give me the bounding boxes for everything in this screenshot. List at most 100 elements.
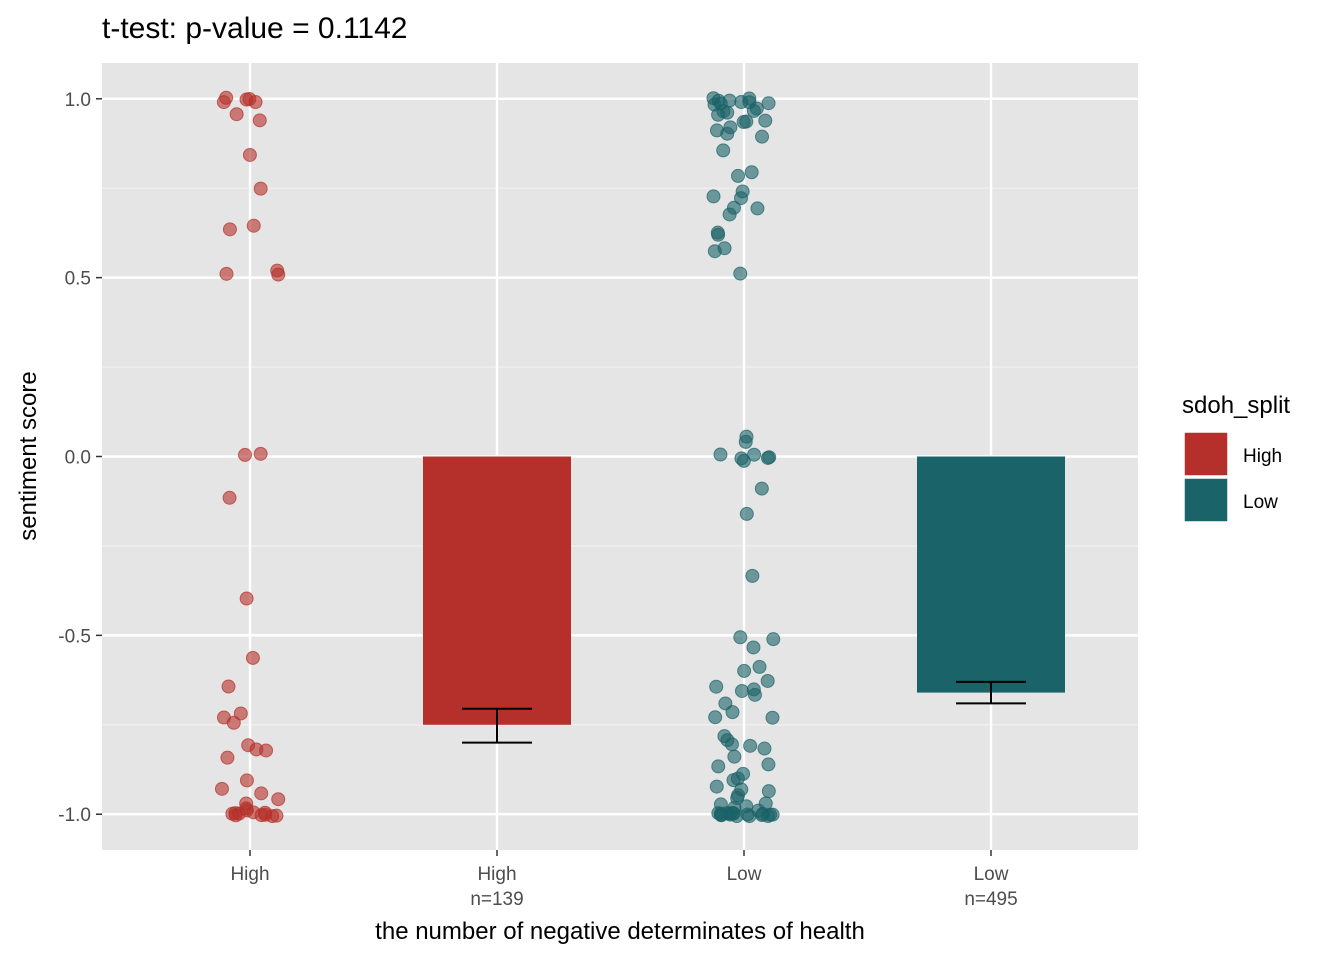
x-axis: High High n=139 Low Low n=495 — [230, 850, 1018, 910]
data-point-high — [246, 218, 261, 233]
x-tick-label: High — [477, 864, 516, 885]
data-point-high — [233, 706, 248, 721]
data-point-low — [707, 244, 722, 259]
data-point-low — [760, 673, 775, 688]
data-point-low — [727, 749, 742, 764]
data-point-low — [750, 201, 765, 216]
y-tick-label: 0.5 — [65, 269, 91, 290]
data-point-high — [214, 781, 229, 796]
data-point-low — [740, 807, 755, 822]
data-point-low — [736, 115, 751, 130]
data-point-low — [758, 113, 773, 128]
data-point-low — [743, 738, 758, 753]
data-point-low — [736, 453, 751, 468]
data-point-low — [765, 807, 780, 822]
x-axis-title: the number of negative determinates of h… — [375, 918, 865, 945]
x-tick-sublabel: n=139 — [470, 889, 523, 910]
data-point-low — [706, 189, 721, 204]
data-point-low — [733, 191, 748, 206]
data-point-low — [720, 126, 735, 141]
data-point-low — [757, 741, 772, 756]
data-point-high — [242, 147, 257, 162]
data-point-low — [747, 687, 762, 702]
data-point-high — [219, 266, 234, 281]
data-point-low — [745, 568, 760, 583]
legend-swatch-high — [1183, 431, 1229, 477]
data-point-low — [754, 481, 769, 496]
x-tick-label: Low — [727, 864, 762, 885]
data-point-low — [746, 103, 761, 118]
data-point-low — [724, 737, 739, 752]
data-point-low — [739, 506, 754, 521]
data-point-low — [726, 773, 741, 788]
legend-label-low: Low — [1243, 492, 1278, 513]
legend-swatch-low — [1183, 477, 1229, 523]
data-point-high — [239, 773, 254, 788]
chart-title: t-test: p-value = 0.1142 — [102, 12, 407, 45]
data-point-high — [222, 490, 237, 505]
data-point-high — [226, 715, 241, 730]
y-axis: -1.0 -0.5 0.0 0.5 1.0 — [58, 90, 102, 826]
data-point-high — [220, 750, 235, 765]
data-point-high — [254, 808, 269, 823]
data-point-low — [765, 710, 780, 725]
data-point-low — [733, 266, 748, 281]
legend-label-high: High — [1243, 446, 1282, 467]
x-tick-label: High — [230, 864, 269, 885]
data-point-high — [222, 222, 237, 237]
data-point-high — [252, 113, 267, 128]
data-point-low — [716, 143, 731, 158]
x-tick-label: Low — [974, 864, 1009, 885]
data-point-low — [711, 227, 726, 242]
data-point-low — [752, 659, 767, 674]
data-point-low — [746, 640, 761, 655]
data-point-low — [747, 447, 762, 462]
data-point-high — [225, 806, 240, 821]
data-point-low — [713, 806, 728, 821]
data-point-high — [271, 792, 286, 807]
data-point-low — [766, 632, 781, 647]
data-point-high — [259, 743, 274, 758]
data-point-high — [229, 107, 244, 122]
data-point-high — [245, 650, 260, 665]
bars — [423, 456, 1065, 725]
data-point-low — [761, 96, 776, 111]
data-point-low — [738, 434, 753, 449]
y-tick-label: 1.0 — [65, 90, 91, 111]
data-point-high — [248, 94, 263, 109]
legend: sdoh_split High Low — [1182, 392, 1290, 523]
error-bars — [462, 680, 1026, 744]
legend-title: sdoh_split — [1182, 392, 1290, 419]
data-point-low — [711, 759, 726, 774]
y-tick-label: 0.0 — [65, 448, 91, 469]
data-point-low — [760, 450, 775, 465]
data-point-low — [708, 710, 723, 725]
x-tick-sublabel: n=495 — [964, 889, 1017, 910]
data-point-high — [253, 446, 268, 461]
data-point-low — [711, 107, 726, 122]
bar-high — [423, 456, 571, 725]
data-point-high — [239, 591, 254, 606]
data-point-high — [237, 447, 252, 462]
data-point-low — [734, 683, 749, 698]
data-point-low — [761, 784, 776, 799]
data-point-low — [713, 447, 728, 462]
data-point-low — [709, 679, 724, 694]
y-tick-label: -1.0 — [58, 805, 91, 826]
data-point-low — [709, 779, 724, 794]
data-point-low — [725, 705, 740, 720]
bar-low — [917, 456, 1065, 693]
data-point-low — [737, 663, 752, 678]
jitter-points — [214, 90, 781, 824]
data-point-high — [253, 181, 268, 196]
data-point-low — [726, 806, 741, 821]
data-point-high — [216, 95, 231, 110]
data-point-low — [733, 630, 748, 645]
data-point-low — [722, 207, 737, 222]
y-tick-label: -0.5 — [58, 626, 91, 647]
data-point-low — [731, 168, 746, 183]
data-point-low — [755, 129, 770, 144]
y-axis-title: sentiment score — [15, 371, 42, 540]
data-point-low — [761, 757, 776, 772]
